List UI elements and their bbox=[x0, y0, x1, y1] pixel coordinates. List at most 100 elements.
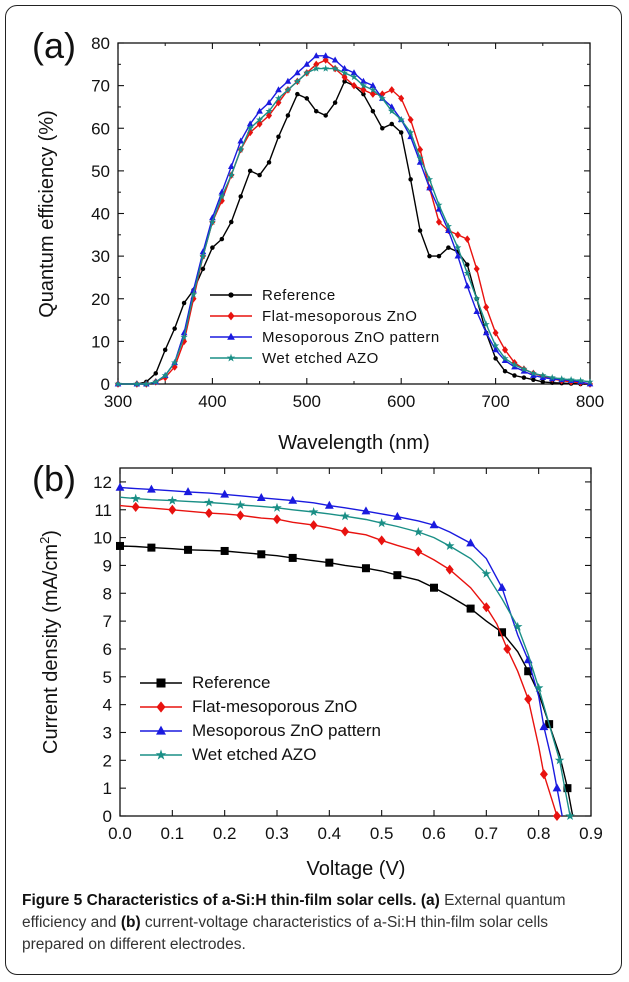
data-point bbox=[227, 163, 235, 170]
data-point bbox=[577, 376, 585, 384]
data-point bbox=[293, 77, 301, 85]
plot-b-frame bbox=[119, 467, 592, 817]
y-tick-label: 3 bbox=[103, 723, 112, 742]
data-point bbox=[341, 69, 349, 76]
data-point bbox=[388, 107, 396, 115]
data-point bbox=[466, 604, 475, 613]
data-point bbox=[512, 373, 517, 378]
data-point bbox=[361, 506, 371, 515]
plot-b-xlabel: Voltage (V) bbox=[307, 858, 406, 880]
data-point bbox=[482, 602, 491, 613]
legend-label: Reference bbox=[262, 287, 336, 304]
data-point bbox=[220, 546, 229, 555]
data-point bbox=[115, 482, 125, 491]
y-tick-label: 9 bbox=[103, 556, 112, 575]
data-point bbox=[295, 91, 300, 97]
data-point bbox=[388, 86, 395, 94]
data-point bbox=[351, 81, 357, 90]
x-tick-label: 0.2 bbox=[213, 824, 237, 843]
data-point bbox=[389, 121, 395, 127]
legend-label: Flat-mesoporous ZnO bbox=[192, 697, 357, 716]
x-tick-label: 0.3 bbox=[265, 824, 289, 843]
plot-a-xlabel: Wavelength (nm) bbox=[278, 432, 430, 454]
data-point bbox=[304, 96, 310, 101]
data-point bbox=[521, 375, 527, 380]
x-tick-label: 500 bbox=[293, 392, 321, 411]
data-point bbox=[172, 326, 177, 331]
legend-label: Mesoporous ZnO pattern bbox=[262, 329, 440, 346]
series-line bbox=[119, 545, 574, 817]
data-point bbox=[498, 628, 507, 637]
legend-swatch-marker bbox=[227, 311, 235, 321]
data-point bbox=[361, 564, 370, 573]
plot-a-ylabel: Quantum efficiency (%) bbox=[36, 110, 58, 318]
data-point bbox=[208, 218, 216, 226]
legend-label: Reference bbox=[192, 673, 270, 692]
y-tick-label: 8 bbox=[103, 584, 112, 603]
data-point bbox=[237, 145, 245, 153]
data-point bbox=[147, 543, 156, 552]
data-point bbox=[161, 371, 169, 379]
data-point bbox=[524, 667, 533, 676]
x-tick-label: 800 bbox=[576, 392, 604, 411]
data-point bbox=[361, 91, 366, 97]
data-point bbox=[190, 286, 197, 293]
plot-b-ylabel: Current density (mA/cm2) bbox=[37, 530, 62, 754]
legend-item: Wet etched AZO bbox=[140, 745, 316, 764]
data-point bbox=[446, 245, 451, 250]
figure-caption: Figure 5 Characteristics of a-Si:H thin-… bbox=[22, 890, 614, 956]
data-point bbox=[285, 113, 291, 118]
data-point bbox=[435, 201, 443, 208]
data-point bbox=[454, 243, 462, 251]
data-point bbox=[398, 94, 405, 103]
plot-a-axes: 300 400 500 600 700 800 0 10 20 30 40 50 60 70 80 bbox=[91, 34, 604, 411]
y-tick-label: 11 bbox=[94, 501, 112, 520]
legend-item: Flat-mesoporous ZnO bbox=[140, 697, 357, 716]
data-point bbox=[162, 347, 168, 353]
y-tick-label: 20 bbox=[91, 290, 110, 309]
data-point bbox=[473, 265, 480, 273]
data-point bbox=[426, 184, 433, 191]
panel-a-letter: (a) bbox=[32, 25, 76, 66]
data-point bbox=[288, 495, 298, 504]
data-point bbox=[204, 497, 214, 507]
x-tick-label: 0.1 bbox=[161, 824, 185, 843]
data-point bbox=[492, 341, 500, 349]
data-point bbox=[237, 137, 245, 144]
data-point bbox=[256, 107, 263, 114]
data-point bbox=[482, 329, 490, 336]
caption-a-marker: (a) bbox=[420, 892, 440, 909]
data-point bbox=[539, 769, 548, 780]
y-tick-label: 6 bbox=[103, 640, 112, 659]
series-reference bbox=[116, 541, 574, 817]
y-tick-label: 5 bbox=[103, 668, 112, 687]
data-point bbox=[220, 489, 230, 498]
data-point bbox=[444, 222, 452, 230]
data-point bbox=[238, 194, 243, 199]
data-point bbox=[493, 356, 498, 361]
series-mesoporous-zno-pattern bbox=[115, 482, 563, 817]
plot-a-legend: Reference Flat-mesoporous ZnO Mesoporous Z… bbox=[210, 287, 440, 367]
x-tick-label: 0.8 bbox=[527, 824, 551, 843]
data-point bbox=[531, 377, 536, 382]
data-point bbox=[153, 371, 159, 376]
plot-b-axes: 0.0 0.1 0.2 0.3 0.4 0.5 0.6 0.7 0.8 0.90123456789… bbox=[93, 468, 603, 843]
data-point bbox=[256, 492, 266, 501]
data-point bbox=[539, 374, 547, 381]
x-tick-label: 0.7 bbox=[475, 824, 499, 843]
data-point bbox=[464, 235, 471, 243]
data-point bbox=[552, 811, 561, 821]
data-point bbox=[331, 64, 339, 72]
data-point bbox=[407, 115, 414, 124]
data-point bbox=[540, 379, 546, 385]
legend-swatch-marker bbox=[228, 292, 234, 298]
y-tick-label: 1 bbox=[103, 779, 112, 798]
data-point bbox=[407, 128, 415, 136]
data-point bbox=[414, 546, 423, 557]
data-point bbox=[288, 553, 297, 562]
data-point bbox=[552, 783, 562, 792]
data-point bbox=[533, 682, 544, 692]
data-point bbox=[513, 621, 523, 631]
y-tick-label: 7 bbox=[103, 612, 112, 631]
legend-label: Mesoporous ZnO pattern bbox=[192, 721, 381, 740]
